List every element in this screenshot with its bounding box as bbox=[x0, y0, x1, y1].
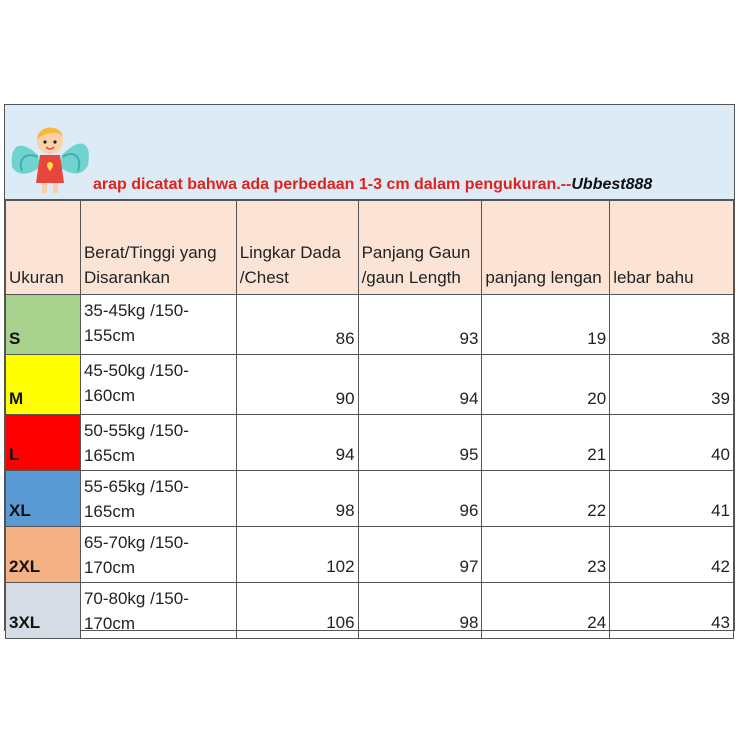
length-cell: 97 bbox=[357, 526, 483, 583]
weight-cell: 55-65kg /150- 165cm bbox=[79, 470, 237, 527]
header-weight: Berat/Tinggi yang Disarankan bbox=[79, 200, 237, 295]
length-cell: 95 bbox=[357, 414, 483, 471]
sleeve-cell: 23 bbox=[481, 526, 611, 583]
length-cell: 94 bbox=[357, 354, 483, 415]
notice-message: arap dicatat bahwa ada perbedaan 1-3 cm … bbox=[93, 176, 572, 193]
header-chest: Lingkar Dada/Chest bbox=[235, 200, 359, 295]
weight-line2: 165cm bbox=[83, 502, 135, 521]
header-length: Panjang Gaun/gaun Length bbox=[357, 200, 483, 295]
size-cell: XL bbox=[5, 470, 81, 527]
shoulder-cell: 39 bbox=[609, 354, 734, 415]
header-chest-line2: /Chest bbox=[239, 268, 289, 287]
header-size: Ukuran bbox=[5, 200, 81, 295]
size-cell: L bbox=[5, 414, 81, 471]
weight-line1: 65-70kg /150- bbox=[83, 533, 189, 552]
size-row: 2XL 65-70kg /150- 170cm 102 97 23 42 bbox=[5, 526, 734, 583]
weight-cell: 45-50kg /150- 160cm bbox=[79, 354, 237, 415]
weight-cell: 50-55kg /150- 165cm bbox=[79, 414, 237, 471]
size-cell: M bbox=[5, 354, 81, 415]
weight-line1: 55-65kg /150- bbox=[83, 477, 189, 496]
header-sleeve: panjang lengan bbox=[481, 200, 611, 295]
chest-cell: 94 bbox=[235, 414, 359, 471]
chest-cell: 90 bbox=[235, 354, 359, 415]
weight-cell: 70-80kg /150- 170cm bbox=[79, 582, 237, 639]
weight-line2: 155cm bbox=[83, 326, 135, 345]
shoulder-cell: 41 bbox=[609, 470, 734, 527]
sleeve-cell: 19 bbox=[481, 294, 611, 355]
sleeve-cell: 22 bbox=[481, 470, 611, 527]
length-cell: 93 bbox=[357, 294, 483, 355]
sleeve-cell: 24 bbox=[481, 582, 611, 639]
notice-banner: arap dicatat bahwa ada perbedaan 1-3 cm … bbox=[5, 105, 734, 200]
size-cell: S bbox=[5, 294, 81, 355]
header-chest-line1: Lingkar Dada bbox=[239, 243, 341, 262]
shoulder-cell: 40 bbox=[609, 414, 734, 471]
size-cell: 3XL bbox=[5, 582, 81, 639]
weight-line2: 170cm bbox=[83, 614, 135, 633]
header-shoulder: lebar bahu bbox=[609, 200, 734, 295]
size-table: Ukuran Berat/Tinggi yang Disarankan Lingk… bbox=[5, 200, 734, 639]
size-row: M 45-50kg /150- 160cm 90 94 20 39 bbox=[5, 354, 734, 415]
notice-text: arap dicatat bahwa ada perbedaan 1-3 cm … bbox=[93, 176, 652, 194]
header-shoulder-label: lebar bahu bbox=[613, 268, 694, 287]
weight-line1: 35-45kg /150- bbox=[83, 301, 189, 320]
angel-mascot-icon bbox=[11, 127, 89, 193]
brand-name: Ubbest888 bbox=[571, 176, 653, 193]
weight-line1: 70-80kg /150- bbox=[83, 589, 189, 608]
weight-line2: 160cm bbox=[83, 386, 135, 405]
header-length-line2: /gaun Length bbox=[361, 268, 461, 287]
weight-line1: 45-50kg /150- bbox=[83, 361, 189, 380]
size-row: 3XL 70-80kg /150- 170cm 106 98 24 43 bbox=[5, 582, 734, 639]
chest-cell: 106 bbox=[235, 582, 359, 639]
header-length-line1: Panjang Gaun bbox=[361, 243, 471, 262]
header-weight-line1: Berat/Tinggi yang bbox=[83, 243, 217, 262]
sleeve-cell: 20 bbox=[481, 354, 611, 415]
shoulder-cell: 38 bbox=[609, 294, 734, 355]
header-size-label: Ukuran bbox=[9, 268, 64, 287]
weight-cell: 35-45kg /150- 155cm bbox=[79, 294, 237, 355]
weight-line1: 50-55kg /150- bbox=[83, 421, 189, 440]
shoulder-cell: 42 bbox=[609, 526, 734, 583]
weight-line2: 170cm bbox=[83, 558, 135, 577]
chest-cell: 86 bbox=[235, 294, 359, 355]
size-row: XL 55-65kg /150- 165cm 98 96 22 41 bbox=[5, 470, 734, 527]
weight-line2: 165cm bbox=[83, 446, 135, 465]
length-cell: 96 bbox=[357, 470, 483, 527]
header-row: Ukuran Berat/Tinggi yang Disarankan Lingk… bbox=[5, 200, 734, 295]
weight-cell: 65-70kg /150- 170cm bbox=[79, 526, 237, 583]
chest-cell: 102 bbox=[235, 526, 359, 583]
chest-cell: 98 bbox=[235, 470, 359, 527]
size-row: L 50-55kg /150- 165cm 94 95 21 40 bbox=[5, 414, 734, 471]
header-sleeve-label: panjang lengan bbox=[485, 268, 602, 287]
length-cell: 98 bbox=[357, 582, 483, 639]
header-weight-line2: Disarankan bbox=[83, 268, 170, 287]
shoulder-cell: 43 bbox=[609, 582, 734, 639]
sleeve-cell: 21 bbox=[481, 414, 611, 471]
size-row: S 35-45kg /150- 155cm 86 93 19 38 bbox=[5, 294, 734, 355]
size-chart: arap dicatat bahwa ada perbedaan 1-3 cm … bbox=[4, 104, 735, 639]
size-cell: 2XL bbox=[5, 526, 81, 583]
